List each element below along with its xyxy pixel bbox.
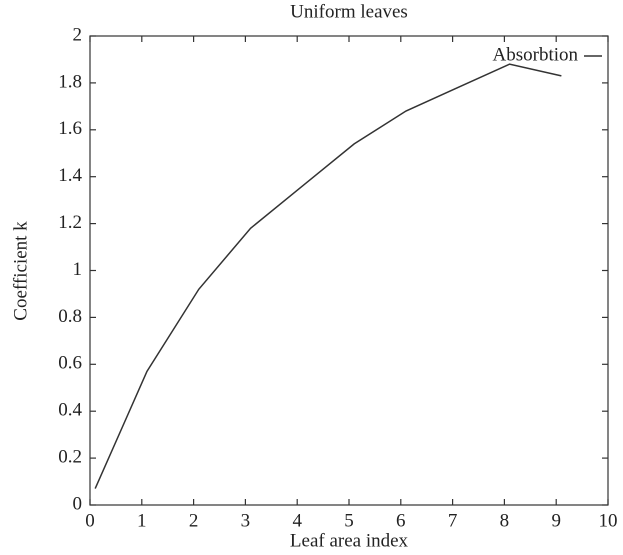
x-tick-label: 0 [85,510,95,531]
chart-title: Uniform leaves [290,1,408,22]
y-tick-label: 2 [73,24,83,45]
y-tick-label: 0.8 [58,306,82,327]
x-tick-label: 7 [448,510,458,531]
x-tick-label: 3 [241,510,251,531]
data-line [94,63,562,489]
x-tick-label: 1 [137,510,147,531]
y-tick-label: 1 [73,259,83,280]
y-tick-label: 1.8 [58,71,82,92]
y-tick-label: 1.6 [58,118,82,139]
y-axis-label: Coefficient k [10,221,31,321]
y-tick-label: 0.2 [58,446,82,467]
y-tick-label: 1.2 [58,212,82,233]
y-tick-label: 1.4 [58,165,82,186]
x-tick-label: 9 [551,510,561,531]
x-tick-label: 6 [396,510,406,531]
legend-label: Absorbtion [493,44,579,65]
x-tick-label: 8 [500,510,510,531]
x-tick-label: 4 [292,510,302,531]
y-tick-label: 0.4 [58,400,82,421]
y-tick-label: 0.6 [58,353,82,374]
x-axis-label: Leaf area index [290,530,409,551]
plot-frame [89,35,609,506]
x-tick-label: 2 [189,510,199,531]
x-tick-label: 10 [599,510,618,531]
x-tick-label: 5 [344,510,354,531]
y-tick-label: 0 [73,493,83,514]
